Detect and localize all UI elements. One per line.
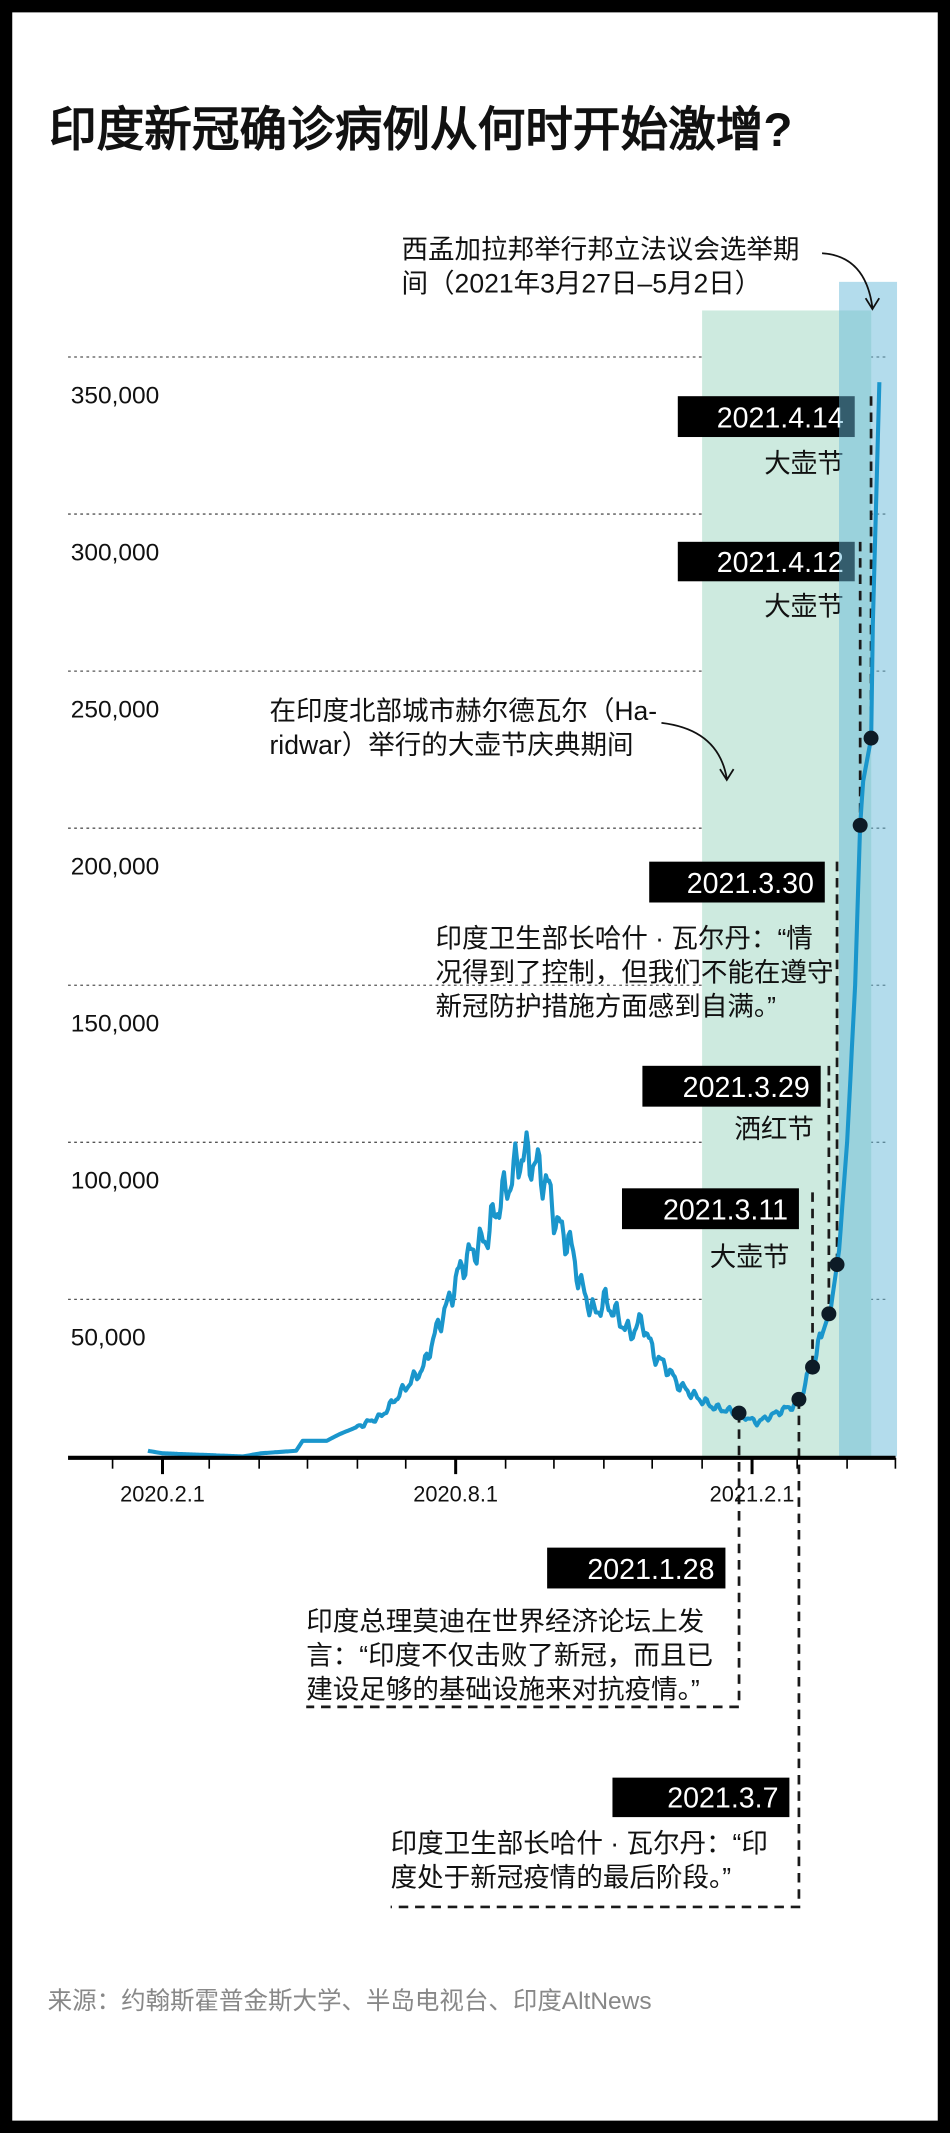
y-tick-label: 350,000 — [71, 382, 160, 409]
y-tick-label: 100,000 — [71, 1168, 160, 1195]
event-dot — [805, 1359, 821, 1375]
event-dot — [821, 1306, 837, 1322]
y-tick-label: 200,000 — [71, 853, 160, 880]
event-caption-line: 大壶节 — [764, 448, 844, 478]
event-caption-line: 大壶节 — [764, 591, 844, 621]
election-note-line-2: 间（2021年3月27日–5月2日） — [402, 269, 762, 299]
date-label-box — [642, 1065, 821, 1107]
event-caption-line: 言：“印度不仅击败了新冠，而且已 — [306, 1641, 713, 1671]
gridlines — [68, 356, 888, 1301]
event-label-2021-3-30: 2021.3.30 印度卫生部长哈什 · 瓦尔丹：“情况得到了控制，但我们不能在遵… — [436, 861, 834, 1021]
event-caption-line: 印度总理莫迪在世界经济论坛上发 — [306, 1607, 704, 1637]
x-axis: 2020.2.1 2020.8.1 2021.2.1 — [68, 1455, 897, 1506]
date-label-text: 2021.3.29 — [683, 1072, 810, 1104]
event-caption-line: 新冠防护措施方面感到自满。” — [436, 991, 776, 1021]
event-caption-line: 大壶节 — [710, 1242, 790, 1272]
y-tick-label: 250,000 — [71, 696, 160, 723]
date-label-text: 2021.3.7 — [667, 1783, 778, 1815]
date-label-text: 2021.4.12 — [717, 547, 844, 579]
event-label-2021-4-12: 2021.4.12 大壶节 — [677, 541, 855, 621]
event-dot — [863, 730, 879, 746]
connector-line — [390, 1399, 801, 1909]
date-label-box — [677, 541, 855, 582]
event-dot — [731, 1405, 747, 1421]
event-caption-line: 建设足够的基础设施来对抗疫情。” — [306, 1675, 700, 1705]
date-label-text: 2021.3.30 — [687, 868, 814, 900]
election-period-band — [839, 281, 898, 1457]
date-label-box — [649, 861, 825, 903]
x-tick-label: 2021.2.1 — [710, 1481, 795, 1506]
event-dot — [829, 1257, 845, 1272]
event-connectors — [306, 396, 873, 1909]
election-note-line-1: 西孟加拉邦举行邦立法议会选举期 — [402, 235, 800, 265]
event-label-2021-4-14: 2021.4.14 大壶节 — [677, 396, 855, 478]
election-arrow-icon — [822, 252, 880, 311]
event-caption-line: 况得到了控制，但我们不能在遵守 — [436, 957, 834, 987]
series-line-daily-cases — [147, 382, 882, 1459]
kumbh-note-line-1: 在印度北部城市赫尔德瓦尔（Ha- — [269, 696, 657, 726]
event-caption-line: 度处于新冠疫情的最后阶段。” — [391, 1863, 731, 1893]
source-note: 来源：约翰斯霍普金斯大学、半岛电视台、印度AltNews — [48, 1987, 652, 2015]
event-caption-line: 印度卫生部长哈什 · 瓦尔丹：“印 — [391, 1828, 768, 1858]
x-tick-label: 2020.8.1 — [413, 1481, 498, 1506]
event-dot — [791, 1391, 807, 1407]
y-axis-labels: 50,000 100,000 150,000 200,000 250,000 300,00… — [71, 382, 160, 1351]
date-label-text: 2021.1.28 — [587, 1554, 714, 1586]
event-label-2021-3-11: 2021.3.11 大壶节 — [621, 1188, 799, 1272]
date-label-box — [547, 1547, 726, 1589]
date-label-text: 2021.3.11 — [663, 1195, 788, 1227]
date-label-box — [612, 1777, 790, 1818]
y-tick-label: 300,000 — [71, 539, 160, 566]
event-caption-line: 洒红节 — [734, 1114, 814, 1144]
event-labels: 2021.4.14 大壶节 2021.4.12 大壶节 2021.3.30 印度卫生部长哈… — [306, 396, 855, 1893]
x-tick-label: 2020.2.1 — [120, 1481, 205, 1506]
event-dots — [731, 730, 879, 1421]
page-title: 印度新冠确诊病例从何时开始激增? — [49, 104, 792, 157]
event-label-2021-3-29: 2021.3.29 洒红节 — [642, 1065, 821, 1144]
date-label-box — [621, 1188, 799, 1230]
date-label-text: 2021.4.14 — [717, 402, 844, 434]
event-label-2021-1-28: 2021.1.28 印度总理莫迪在世界经济论坛上发言：“印度不仅击败了新冠，而且已… — [306, 1547, 726, 1705]
y-tick-label: 150,000 — [71, 1011, 160, 1038]
date-label-box — [677, 396, 855, 438]
kumbh-arrow-icon — [661, 721, 735, 782]
event-dot — [852, 817, 868, 833]
y-tick-label: 50,000 — [71, 1325, 146, 1352]
kumbh-note-line-2: ridwar）举行的大壶节庆典期间 — [269, 730, 633, 760]
event-caption-line: 印度卫生部长哈什 · 瓦尔丹：“情 — [436, 923, 813, 953]
